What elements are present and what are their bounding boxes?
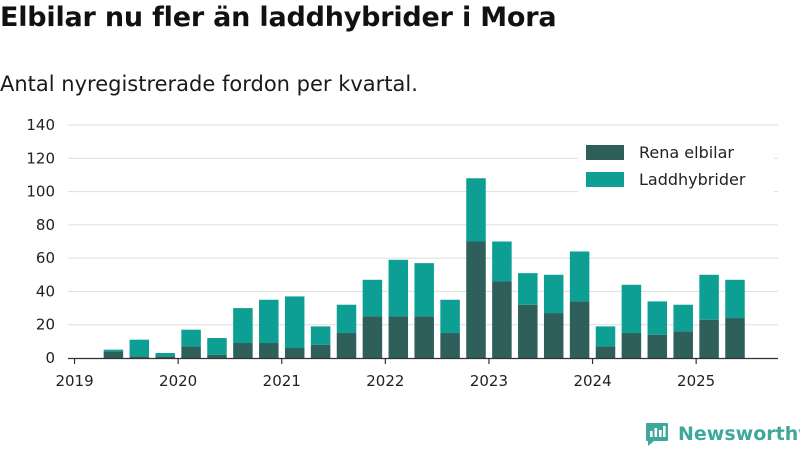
bar-rena-elbilar <box>259 343 279 358</box>
bar-laddhybrider <box>103 349 124 352</box>
x-tick-label: 2024 <box>573 372 611 390</box>
bar-rena-elbilar <box>647 334 668 358</box>
bar-laddhybrider <box>181 329 201 347</box>
y-tick-label: 20 <box>36 316 55 334</box>
bar-rena-elbilar <box>207 354 227 358</box>
bar-laddhybrider <box>155 353 175 357</box>
bar-laddhybrider <box>725 279 745 319</box>
y-tick-label: 0 <box>45 349 55 367</box>
bar-rena-elbilar <box>181 346 201 358</box>
y-tick-label: 140 <box>26 116 55 134</box>
bar-laddhybrider <box>543 274 564 314</box>
bar-laddhybrider <box>621 284 642 334</box>
bar-rena-elbilar <box>440 333 460 358</box>
bar-laddhybrider <box>440 299 460 334</box>
chart-subtitle: Antal nyregistrerade fordon per kvartal. <box>0 72 418 96</box>
bar-rena-elbilar <box>595 346 616 358</box>
bar-laddhybrider <box>284 296 305 349</box>
legend-swatch <box>586 145 624 160</box>
chart-title: Elbilar nu fler än laddhybrider i Mora <box>0 2 557 33</box>
bar-laddhybrider <box>207 338 227 355</box>
bar-rena-elbilar <box>414 316 434 358</box>
bar-rena-elbilar <box>233 343 253 358</box>
bar-rena-elbilar <box>103 351 124 358</box>
x-tick-label: 2025 <box>677 372 715 390</box>
bar-rena-elbilar <box>336 333 357 358</box>
bar-laddhybrider <box>362 279 383 317</box>
bar-laddhybrider <box>388 259 409 317</box>
bar-rena-elbilar <box>155 356 175 358</box>
bar-laddhybrider <box>414 263 434 317</box>
x-tick-label: 2019 <box>55 372 93 390</box>
legend-label: Laddhybrider <box>639 170 746 189</box>
bar-rena-elbilar <box>362 316 383 358</box>
bar-laddhybrider <box>336 304 357 334</box>
x-tick-label: 2022 <box>366 372 404 390</box>
bar-laddhybrider <box>595 326 616 347</box>
bar-rena-elbilar <box>518 304 538 358</box>
bar-rena-elbilar <box>466 241 486 358</box>
x-tick-label: 2021 <box>263 372 301 390</box>
legend: Rena elbilar Laddhybrider <box>578 137 774 197</box>
bar-rena-elbilar <box>673 331 693 358</box>
bar-rena-elbilar <box>569 301 590 358</box>
legend-label: Rena elbilar <box>639 143 734 162</box>
bar-rena-elbilar <box>492 281 512 358</box>
brand-name: Newsworthy <box>678 423 800 445</box>
bar-rena-elbilar <box>699 319 719 358</box>
stacked-bar-chart: 0 20 40 60 80 100 120 140 2019 2020 2021 2022 2023 20… <box>26 116 778 390</box>
bar-rena-elbilar <box>725 318 745 358</box>
newsworthy-logo: Newsworthy <box>644 420 800 448</box>
bar-laddhybrider <box>466 178 486 242</box>
bar-laddhybrider <box>673 304 693 332</box>
bars <box>103 178 745 358</box>
bar-rena-elbilar <box>543 313 564 358</box>
bar-laddhybrider <box>518 273 538 305</box>
y-tick-label: 120 <box>26 149 55 167</box>
bar-rena-elbilar <box>621 333 642 358</box>
x-tick-label: 2023 <box>470 372 508 390</box>
bar-laddhybrider <box>310 326 331 345</box>
bar-laddhybrider <box>492 241 512 282</box>
bar-laddhybrider <box>569 251 590 302</box>
bar-rena-elbilar <box>310 344 331 358</box>
bar-laddhybrider <box>259 299 279 344</box>
bar-rena-elbilar <box>129 356 150 358</box>
legend-swatch <box>586 172 624 187</box>
y-tick-label: 100 <box>26 183 55 201</box>
y-tick-label: 40 <box>36 282 55 300</box>
bar-laddhybrider <box>129 339 150 357</box>
bar-rena-elbilar <box>388 316 409 358</box>
newsworthy-icon <box>646 423 668 446</box>
x-tick-label: 2020 <box>159 372 197 390</box>
y-tick-label: 80 <box>36 216 55 234</box>
bar-laddhybrider <box>233 308 253 344</box>
y-tick-label: 60 <box>36 249 55 267</box>
axes: 0 20 40 60 80 100 120 140 2019 2020 2021 2022 2023 20… <box>26 116 778 390</box>
bar-laddhybrider <box>647 301 668 335</box>
bar-laddhybrider <box>699 274 719 320</box>
bar-rena-elbilar <box>284 348 305 358</box>
